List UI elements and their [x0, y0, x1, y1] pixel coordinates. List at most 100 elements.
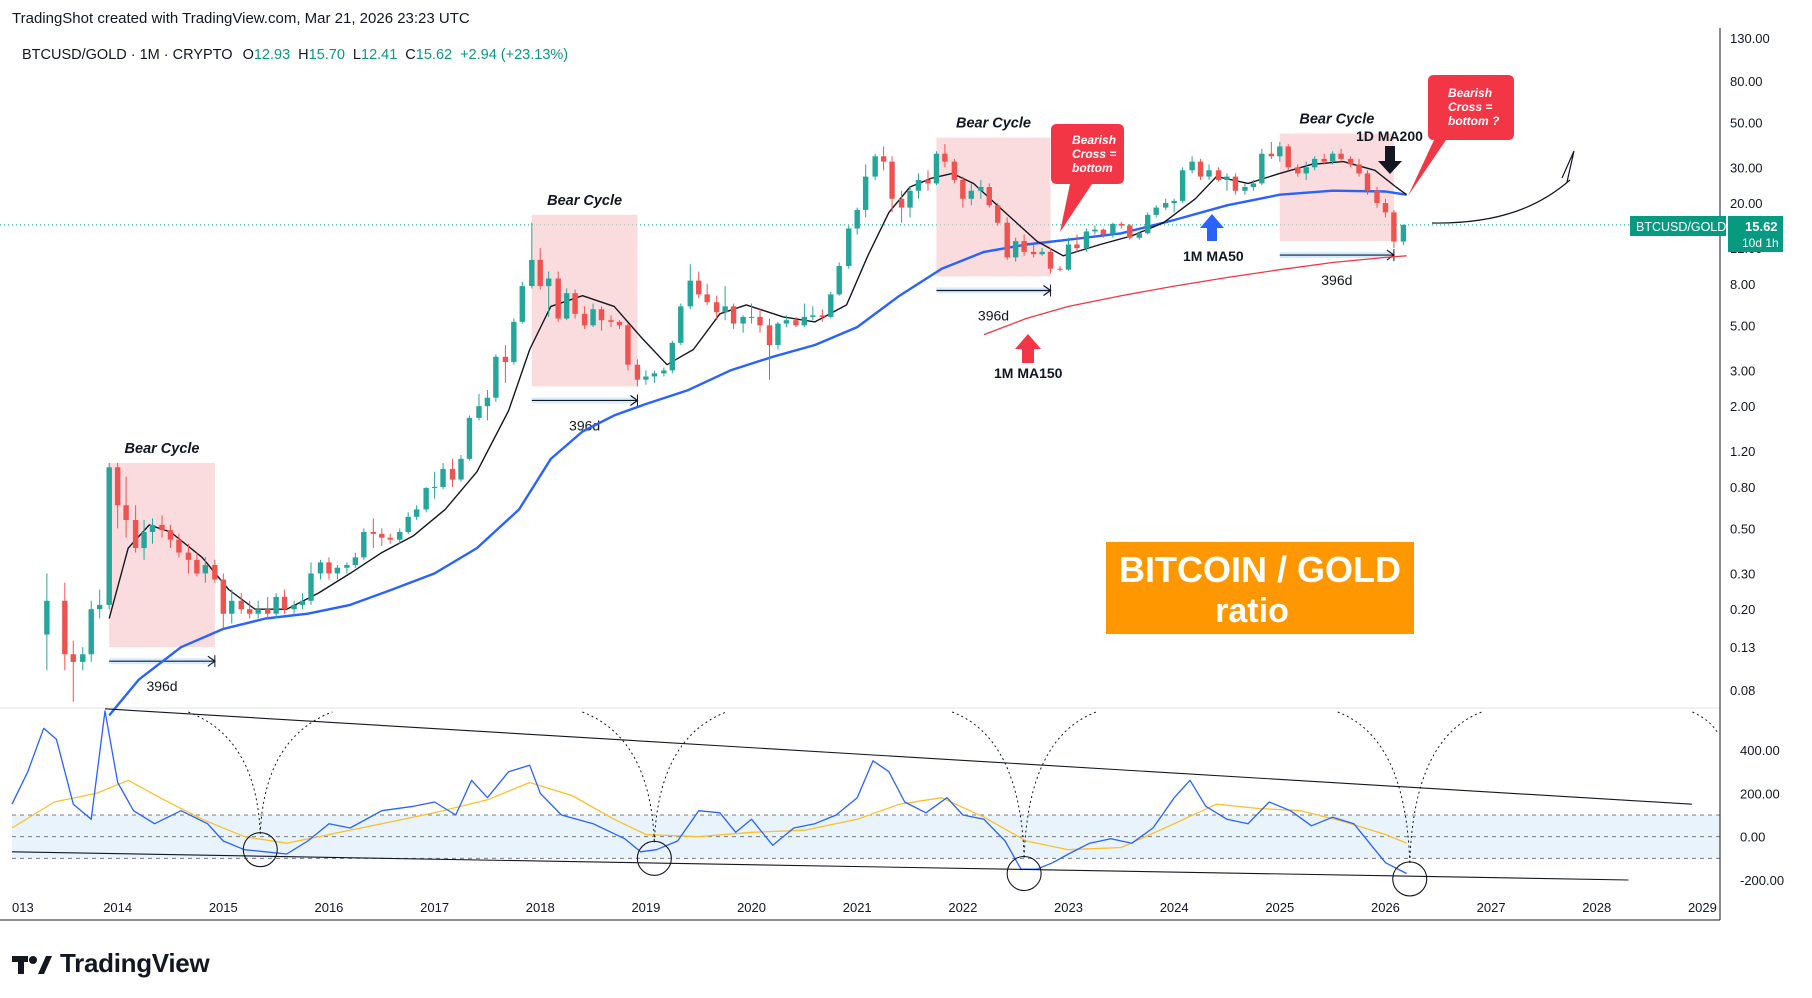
grid	[0, 224, 1720, 709]
candle-9	[132, 519, 139, 549]
candle-104	[968, 190, 975, 199]
symbol-legend[interactable]: BTCUSD/GOLD · 1M · CRYPTO O12.93 H15.70 L12…	[22, 47, 568, 63]
bear-cycle-label-2: Bear Cycle	[956, 116, 1031, 132]
candle-112	[1039, 251, 1045, 255]
candle-84	[793, 320, 799, 326]
candle-54	[529, 259, 535, 287]
time-tick-9: 2022	[948, 900, 977, 915]
candle-24	[264, 609, 271, 614]
price-tag-value: 15.62	[1745, 219, 1778, 234]
candle-113	[1047, 251, 1054, 269]
chart-canvas[interactable]: Bear Cycle 396d Bear Cycle 396d Bear Cycle 39…	[0, 0, 1812, 945]
candle-72	[687, 280, 693, 307]
candle-8	[123, 505, 129, 520]
last-price-tag: BTCUSD/GOLD 15.62 10d 1h	[1630, 216, 1783, 252]
candle-59	[572, 293, 578, 314]
time-tick-0: 013	[12, 900, 34, 915]
candle-135	[1242, 186, 1248, 191]
duration-label-1: 396d	[569, 417, 600, 433]
duration-label-0: 396d	[146, 678, 177, 694]
chart-credit: TradingShot created with TradingView.com…	[12, 10, 470, 27]
candle-81	[766, 325, 773, 346]
candle-117	[1083, 231, 1090, 249]
bear-cycle-label-1: Bear Cycle	[547, 193, 622, 209]
candle-50	[493, 356, 499, 398]
price-tick-4: 20.00	[1730, 196, 1763, 211]
black-down-arrow	[1378, 146, 1402, 174]
bottom-arc-right-3	[1409, 711, 1482, 863]
price-tick-13: 0.30	[1730, 566, 1755, 581]
candle-47	[466, 417, 473, 459]
title-line-1: BITCOIN / GOLD	[1119, 549, 1401, 590]
candle-126	[1162, 203, 1169, 208]
candle-42	[423, 488, 429, 510]
candle-25	[273, 596, 279, 614]
title-line-2: ratio	[1215, 592, 1289, 630]
candle-56	[546, 278, 552, 287]
candle-69	[661, 370, 667, 374]
osc-tick-2: 0.00	[1740, 830, 1765, 845]
candle-3	[80, 654, 86, 662]
candle-120	[1110, 223, 1116, 235]
osc-line	[11, 710, 1407, 875]
candle-83	[783, 320, 790, 324]
candle-108	[1004, 222, 1010, 258]
red-up-arrow	[1015, 334, 1041, 363]
candle-103	[960, 179, 966, 199]
osc-lower-trendline	[11, 851, 1629, 881]
candle-138	[1268, 153, 1275, 157]
tradingview-logo: TradingView	[12, 948, 210, 979]
candle-107	[995, 205, 1001, 223]
osc-band	[12, 815, 1720, 859]
svg-text:Cross =: Cross =	[1072, 147, 1116, 161]
axes: 130.0080.0050.0030.0020.0012.008.005.003…	[0, 28, 1784, 921]
candle-91	[854, 209, 860, 229]
blue-up-arrow	[1200, 214, 1224, 241]
candle-6	[106, 467, 112, 605]
candle-7	[114, 467, 121, 506]
candle-11	[149, 524, 156, 532]
candle-128	[1179, 170, 1186, 201]
candle-93	[872, 156, 878, 177]
ma200-label: 1D MA200	[1356, 128, 1423, 144]
svg-text:Bearish: Bearish	[1072, 133, 1116, 147]
candle-67	[643, 376, 649, 380]
candle-28	[299, 600, 306, 605]
duration-label-3: 396d	[1321, 272, 1352, 288]
svg-text:Cross =: Cross =	[1448, 100, 1492, 114]
candle-111	[1030, 251, 1037, 255]
candle-30	[317, 562, 324, 574]
price-tick-15: 0.13	[1730, 640, 1755, 655]
price-tag-countdown: 10d 1h	[1742, 236, 1779, 250]
candle-73	[696, 280, 702, 295]
candle-130	[1197, 161, 1204, 177]
candle-76	[722, 306, 728, 313]
candle-109	[1012, 241, 1019, 258]
candle-149	[1364, 173, 1371, 191]
osc-tick-3: -200.00	[1740, 873, 1784, 888]
ma150-label: 1M MA150	[994, 365, 1063, 381]
candle-68	[651, 373, 658, 377]
candle-70	[669, 342, 676, 371]
bear-cycle-label-3: Bear Cycle	[1299, 112, 1374, 128]
candle-4	[88, 609, 94, 655]
candle-12	[159, 524, 165, 531]
candle-89	[836, 265, 842, 295]
osc-tick-0: 400.00	[1740, 743, 1780, 758]
time-tick-7: 2020	[737, 900, 766, 915]
candle-29	[308, 573, 314, 601]
candle-82	[775, 323, 781, 346]
candle-51	[502, 356, 509, 362]
candle-80	[757, 316, 763, 326]
candle-21	[238, 600, 244, 610]
candle-45	[449, 469, 456, 480]
candle-77	[730, 306, 737, 324]
candle-61	[590, 309, 596, 326]
candle-95	[889, 161, 895, 199]
candle-85	[801, 316, 808, 326]
price-tag-symbol: BTCUSD/GOLD	[1636, 220, 1726, 234]
time-tick-3: 2016	[314, 900, 343, 915]
osc-upper-trendline	[104, 708, 1692, 805]
candle-40	[405, 516, 411, 532]
price-tick-7: 5.00	[1730, 318, 1755, 333]
